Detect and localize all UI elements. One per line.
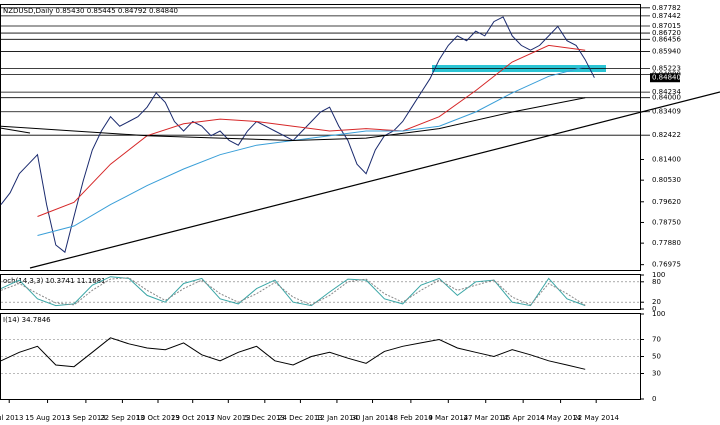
rsi-frame bbox=[0, 313, 641, 400]
y-tick-label: 0 bbox=[652, 305, 656, 313]
y-tick-label: 0.80530 bbox=[652, 176, 681, 184]
x-tick-label: 9 Mar 2014 bbox=[428, 414, 468, 422]
series-line bbox=[0, 337, 586, 370]
y-tick-label: 70 bbox=[652, 336, 661, 344]
y-tick-label: 0.81400 bbox=[652, 155, 681, 163]
level-label: 0.87015 bbox=[652, 22, 681, 30]
y-tick-label: 100 bbox=[652, 271, 665, 279]
y-tick-label: 80 bbox=[652, 278, 661, 286]
level-label: 0.85223 bbox=[652, 65, 681, 73]
y-tick-label: 0.79620 bbox=[652, 198, 681, 206]
x-tick-label: Jul 2013 bbox=[0, 414, 23, 422]
level-label: 0.83409 bbox=[652, 108, 681, 116]
series-line bbox=[0, 276, 586, 307]
panel-title: I(14) 34.7846 bbox=[3, 316, 51, 324]
panel-title: NZDUSD,Daily 0.85430 0.85445 0.84792 0.8… bbox=[3, 7, 178, 15]
x-tick-label: 30 Jan 2014 bbox=[352, 414, 395, 422]
y-tick-label: 0.78750 bbox=[652, 218, 681, 226]
y-tick-label: 0.77880 bbox=[652, 239, 681, 247]
x-tick-label: 10 Oct 2013 bbox=[136, 414, 179, 422]
last-price-box bbox=[650, 73, 680, 83]
series-line bbox=[0, 97, 586, 142]
x-tick-label: 29 Oct 2013 bbox=[171, 414, 214, 422]
x-tick-label: 4 May 2014 bbox=[540, 414, 582, 422]
x-tick-label: 22 May 2014 bbox=[573, 414, 619, 422]
x-tick-label: 27 Mar 2014 bbox=[464, 414, 509, 422]
x-tick-label: 15 Aug 2013 bbox=[25, 414, 70, 422]
level-label: 0.87782 bbox=[652, 4, 681, 12]
trend-line bbox=[0, 127, 31, 134]
price-frame bbox=[0, 4, 641, 271]
y-tick-label: 0 bbox=[652, 395, 656, 403]
y-tick-label: 50 bbox=[652, 353, 661, 361]
x-tick-label: 18 Feb 2014 bbox=[389, 414, 433, 422]
level-label: 0.84000 bbox=[652, 94, 681, 102]
panel-title: och(14,3,3) 10.3741 11.1681 bbox=[3, 277, 106, 285]
level-label: 0.84234 bbox=[652, 88, 681, 96]
last-price-label: 0.84840 bbox=[652, 74, 681, 82]
x-tick-label: 22 Sep 2013 bbox=[100, 414, 144, 422]
series-line bbox=[0, 277, 586, 306]
y-tick-label: 0.76975 bbox=[652, 261, 681, 269]
x-tick-label: 12 Jan 2014 bbox=[316, 414, 359, 422]
y-tick-label: 30 bbox=[652, 370, 661, 378]
y-tick-label: 100 bbox=[652, 310, 665, 318]
x-tick-label: 24 Dec 2013 bbox=[278, 414, 323, 422]
x-tick-label: 15 Apr 2014 bbox=[502, 414, 546, 422]
series-line bbox=[37, 44, 586, 217]
trend-line bbox=[29, 91, 720, 269]
y-tick-label: 20 bbox=[652, 298, 661, 306]
level-label: 0.85940 bbox=[652, 48, 681, 56]
level-label: 0.87442 bbox=[652, 12, 681, 20]
level-label: 0.86456 bbox=[652, 35, 681, 43]
series-line bbox=[37, 66, 586, 236]
x-tick-label: 17 Nov 2013 bbox=[206, 414, 251, 422]
level-label: 0.86720 bbox=[652, 29, 681, 37]
x-tick-label: 3 Sep 2013 bbox=[66, 414, 106, 422]
stoch-frame bbox=[0, 274, 641, 310]
series-line bbox=[0, 16, 595, 254]
level-label: 0.82422 bbox=[652, 131, 681, 139]
x-tick-label: 5 Dec 2013 bbox=[245, 414, 285, 422]
